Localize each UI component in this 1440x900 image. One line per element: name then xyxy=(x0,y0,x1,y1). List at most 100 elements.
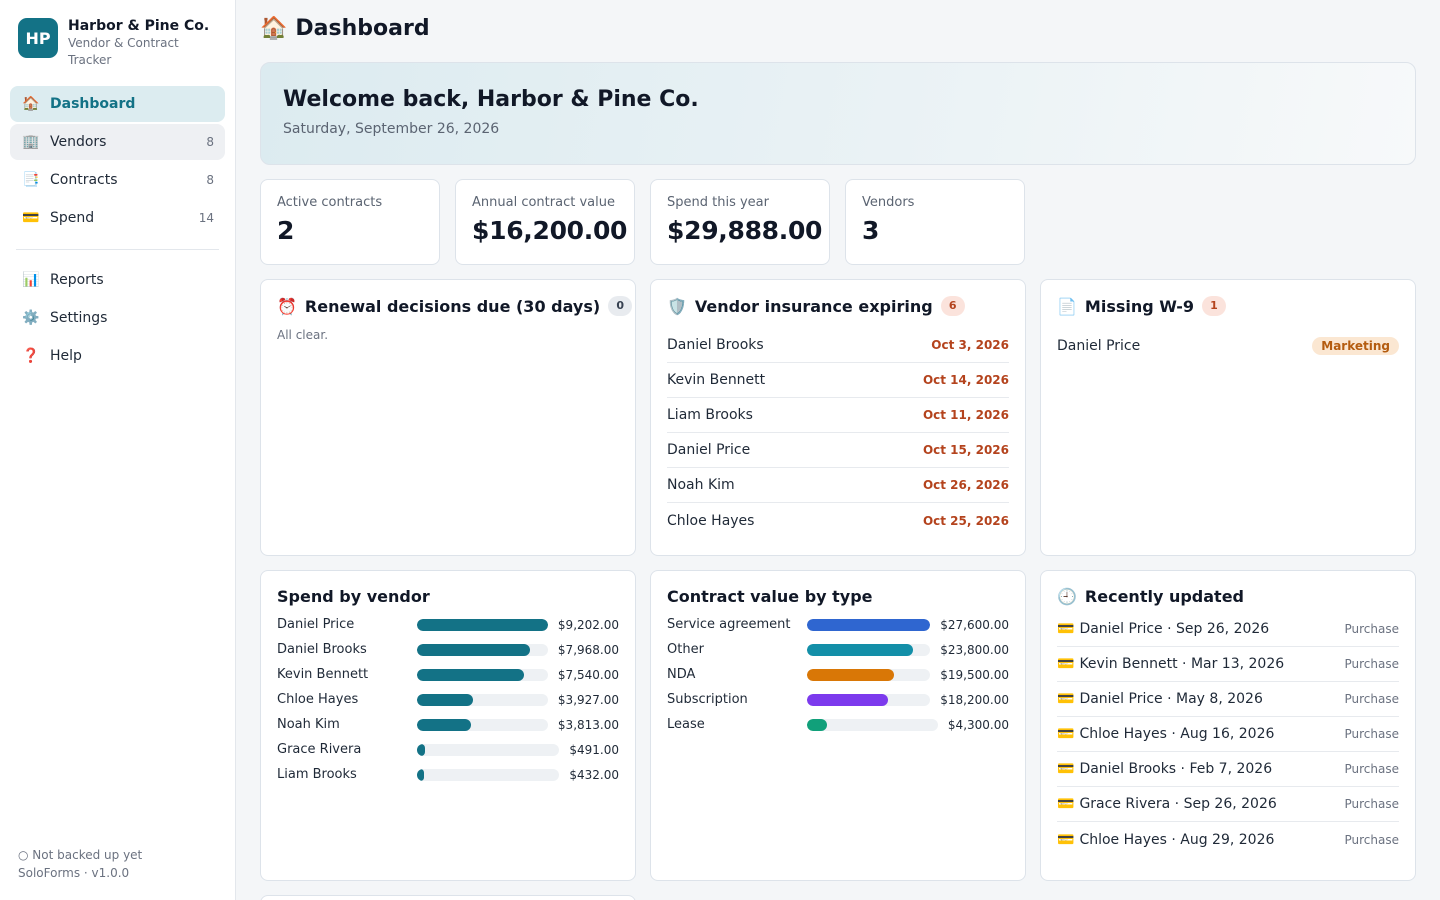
list-item[interactable]: 💳 Chloe Hayes · Aug 16, 2026 Purchase xyxy=(1057,717,1399,752)
clock-icon: 🕘 xyxy=(1057,587,1077,606)
kpi-value: $16,200.00 xyxy=(472,216,628,245)
credit-card-icon: 💳 xyxy=(1057,796,1075,812)
sidebar-item-help[interactable]: ❓ Help xyxy=(10,338,225,374)
bar-value: $491.00 xyxy=(569,742,619,757)
bar-label: Service agreement xyxy=(667,617,791,632)
list-item[interactable]: Daniel Price Marketing xyxy=(1057,328,1399,363)
kpi-active-contracts[interactable]: Active contracts 2 xyxy=(260,179,440,265)
recent-item-label: Daniel Brooks · Feb 7, 2026 xyxy=(1079,761,1273,777)
bar-row: Daniel Price $9,202.00 xyxy=(277,612,619,637)
list-item[interactable]: 💳 Daniel Brooks · Feb 7, 2026 Purchase xyxy=(1057,752,1399,787)
bar-track xyxy=(807,693,931,706)
sidebar-item-settings[interactable]: ⚙️ Settings xyxy=(10,300,225,336)
record-type-tag: Purchase xyxy=(1344,692,1400,706)
sidebar-item-label: Vendors xyxy=(50,134,107,150)
sidebar-item-vendors[interactable]: 🏢 Vendors 8 xyxy=(10,124,225,160)
record-type-tag: Purchase xyxy=(1344,832,1400,847)
sidebar-item-spend[interactable]: 💳 Spend 14 xyxy=(10,200,225,236)
bar-row: Daniel Brooks $7,968.00 xyxy=(277,637,619,662)
count-badge: 0 xyxy=(608,296,633,316)
credit-card-icon: 💳 xyxy=(1057,621,1075,637)
list-item[interactable]: Chloe Hayes Oct 25, 2026 xyxy=(667,503,1009,538)
brand: HP Harbor & Pine Co. Vendor & Contract T… xyxy=(18,18,218,69)
list-item[interactable]: 💳 Grace Rivera · Sep 26, 2026 Purchase xyxy=(1057,787,1399,822)
bar-row: Noah Kim $3,813.00 xyxy=(277,712,619,737)
sidebar-item-dashboard[interactable]: 🏠 Dashboard xyxy=(10,86,225,122)
contract-type-bar-list: Service agreement $27,600.00 Other $23,800.… xyxy=(667,612,1009,737)
record-type-tag: Purchase xyxy=(1344,797,1400,811)
bar-row: Chloe Hayes $3,927.00 xyxy=(277,687,619,712)
credit-card-icon: 💳 xyxy=(1057,656,1075,672)
record-type-tag: Purchase xyxy=(1344,622,1400,636)
sidebar-footer: ○ Not backed up yet SoloForms · v1.0.0 xyxy=(18,846,142,882)
app-name: Harbor & Pine Co. xyxy=(68,18,210,34)
recent-item-label: Kevin Bennett · Mar 13, 2026 xyxy=(1079,656,1285,672)
list-item[interactable]: Liam Brooks Oct 11, 2026 xyxy=(667,398,1009,433)
vendor-name: Liam Brooks xyxy=(667,407,753,423)
list-item[interactable]: 💳 Kevin Bennett · Mar 13, 2026 Purchase xyxy=(1057,647,1399,682)
spend-by-vendor-card: Spend by vendor Daniel Price $9,202.00 Dan… xyxy=(260,570,636,881)
bar-fill xyxy=(417,618,548,631)
sidebar-item-label: Spend xyxy=(50,210,95,226)
recent-item-label: Daniel Price · May 8, 2026 xyxy=(1079,691,1263,707)
renewals-card: ⏰ Renewal decisions due (30 days) 0 All … xyxy=(260,279,636,556)
list-item[interactable]: 💳 Chloe Hayes · Aug 29, 2026 Purchase xyxy=(1057,822,1399,857)
sidebar-item-contracts[interactable]: 📑 Contracts 8 xyxy=(10,162,225,198)
kpi-annual-contract-value[interactable]: Annual contract value $16,200.00 xyxy=(455,179,635,265)
bar-value: $4,300.00 xyxy=(947,717,1009,732)
expiry-date: Oct 15, 2026 xyxy=(922,443,1009,457)
count-badge: 6 xyxy=(940,296,965,316)
bar-value: $18,200.00 xyxy=(940,692,1009,707)
list-item[interactable]: 💳 Daniel Price · May 8, 2026 Purchase xyxy=(1057,682,1399,717)
count-badge: 1 xyxy=(1201,296,1226,316)
list-item[interactable]: Kevin Bennett Oct 14, 2026 xyxy=(667,363,1009,398)
bar-chart-icon: 📊 xyxy=(22,272,40,288)
list-item[interactable]: Noah Kim Oct 26, 2026 xyxy=(667,468,1009,503)
contract-value-card: Contract value by type Service agreement… xyxy=(650,570,1026,881)
page-icon: 📄 xyxy=(1057,296,1077,316)
bar-label: Daniel Brooks xyxy=(277,642,367,657)
backup-status: ○ Not backed up yet xyxy=(18,848,143,862)
bar-row: Kevin Bennett $7,540.00 xyxy=(277,662,619,687)
list-item[interactable]: Daniel Brooks Oct 3, 2026 xyxy=(667,328,1009,363)
sidebar-item-count: 14 xyxy=(198,211,214,225)
record-type-tag: Purchase xyxy=(1344,762,1400,776)
expiry-date: Oct 26, 2026 xyxy=(922,478,1009,492)
bar-track xyxy=(807,643,931,656)
credit-card-icon: 💳 xyxy=(1057,691,1075,707)
insurance-card: 🛡️ Vendor insurance expiring 6 Daniel Br… xyxy=(650,279,1026,556)
bar-value: $7,968.00 xyxy=(557,642,619,657)
sidebar-item-reports[interactable]: 📊 Reports xyxy=(10,262,225,298)
kpi-row: Active contracts 2 Annual contract value… xyxy=(260,179,1025,265)
welcome-heading: Welcome back, Harbor & Pine Co. xyxy=(283,87,699,112)
bar-fill xyxy=(417,668,525,681)
bar-track xyxy=(807,618,931,631)
bar-value: $7,540.00 xyxy=(557,667,619,682)
bar-label: Grace Rivera xyxy=(277,742,362,757)
kpi-label: Active contracts xyxy=(277,195,383,210)
credit-card-icon: 💳 xyxy=(1057,726,1075,742)
page-title-text: Dashboard xyxy=(295,16,430,41)
recent-item-text: 💳 Daniel Price · Sep 26, 2026 xyxy=(1057,621,1269,637)
kpi-vendors[interactable]: Vendors 3 xyxy=(845,179,1025,265)
bar-value: $432.00 xyxy=(569,767,619,782)
list-item[interactable]: 💳 Daniel Price · Sep 26, 2026 Purchase xyxy=(1057,612,1399,647)
card-title: Missing W-9 xyxy=(1084,296,1194,316)
kpi-spend-this-year[interactable]: Spend this year $29,888.00 xyxy=(650,179,830,265)
bar-value: $3,927.00 xyxy=(557,692,619,707)
recent-item-text: 💳 Grace Rivera · Sep 26, 2026 xyxy=(1057,796,1277,812)
bar-label: Liam Brooks xyxy=(277,767,357,782)
expiry-date: Oct 25, 2026 xyxy=(922,513,1009,528)
shield-icon: 🛡️ xyxy=(667,296,687,316)
sidebar-item-label: Settings xyxy=(50,310,108,326)
office-building-icon: 🏢 xyxy=(22,134,40,150)
bar-track xyxy=(417,693,548,706)
list-item[interactable]: Daniel Price Oct 15, 2026 xyxy=(667,433,1009,468)
card-title: Vendor insurance expiring xyxy=(694,296,933,316)
bar-label: Other xyxy=(667,642,704,657)
expiry-date: Oct 14, 2026 xyxy=(922,373,1009,387)
recent-item-text: 💳 Chloe Hayes · Aug 16, 2026 xyxy=(1057,726,1274,742)
bar-row: Service agreement $27,600.00 xyxy=(667,612,1009,637)
bar-row: Subscription $18,200.00 xyxy=(667,687,1009,712)
bar-fill xyxy=(417,643,531,656)
